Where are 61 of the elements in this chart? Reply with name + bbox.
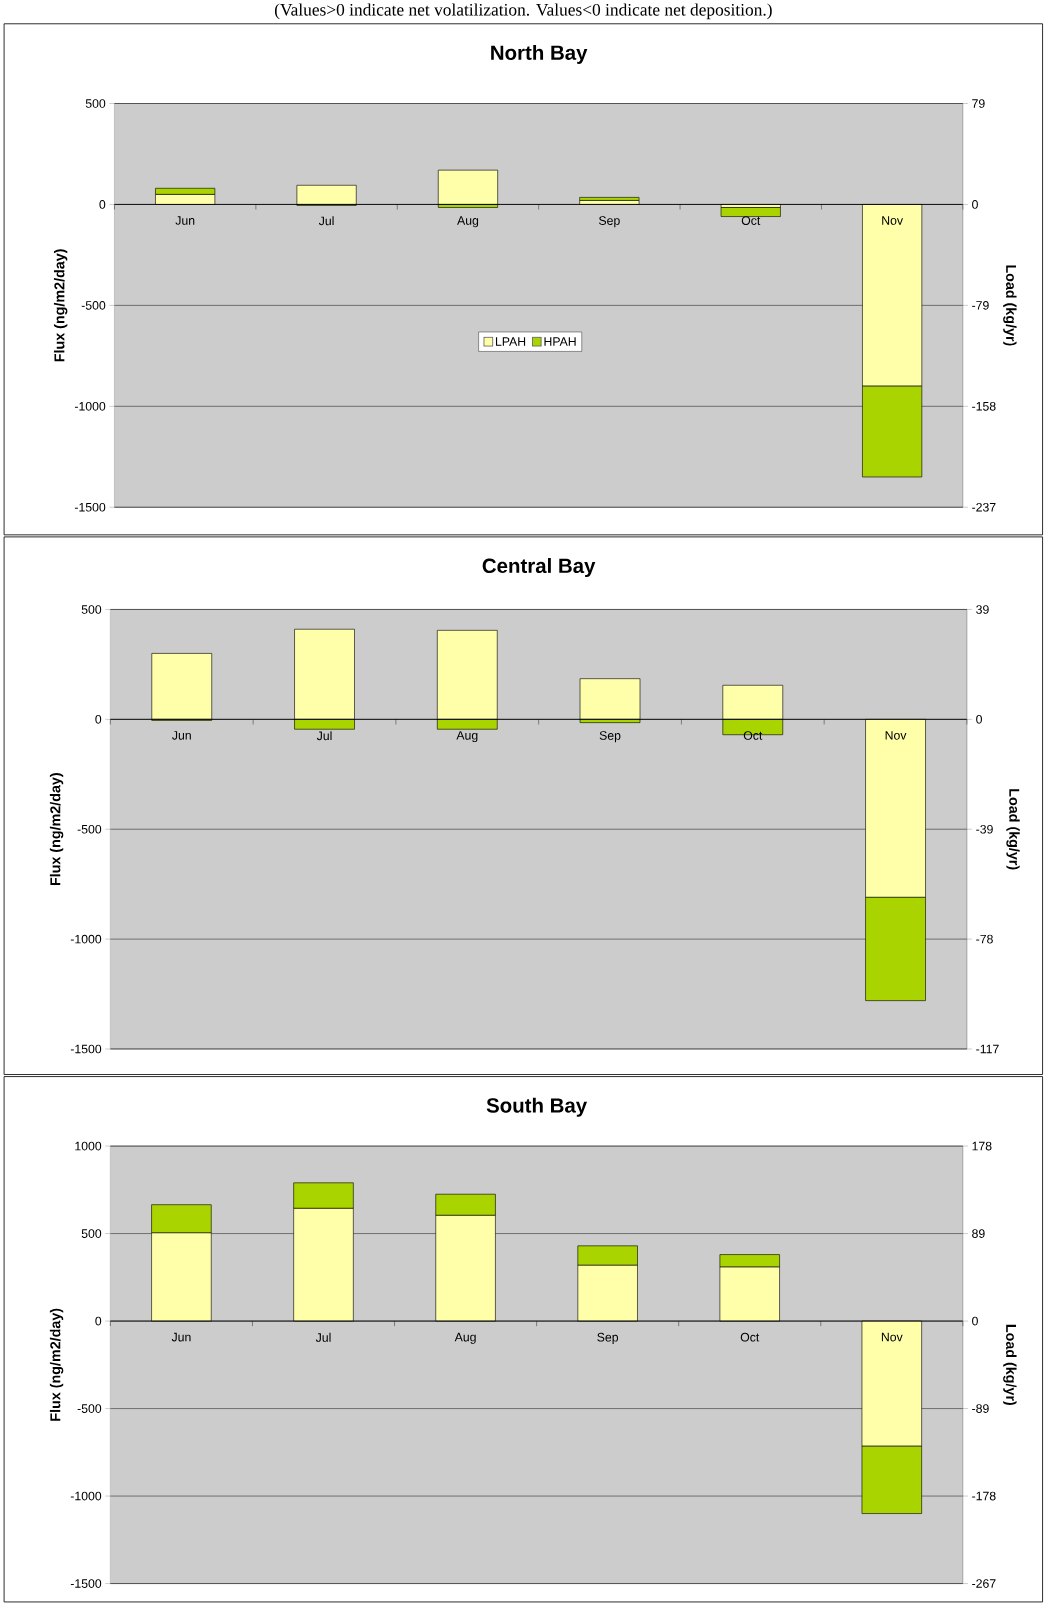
y2-tick-label: -158 [972, 401, 996, 411]
y2-tick-label: -89 [972, 1404, 989, 1413]
y-axis-title: Flux (ng/m2/day) [50, 773, 64, 886]
y-tick-label: -500 [81, 301, 106, 310]
x-tick-label: Nov [882, 1332, 903, 1342]
y2-tick-label: 79 [972, 99, 985, 108]
y-tick-label: 0 [99, 200, 106, 209]
y2-tick-label: 0 [972, 200, 979, 209]
text: (Values>0 indicate net volatilization. Values<0 indicate net deposition.) [275, 3, 772, 20]
y2-tick-label: -39 [976, 824, 993, 834]
x-tick-label: Aug [456, 731, 478, 743]
chart-title: South Bay [486, 1097, 588, 1117]
y2-tick-label: -237 [972, 502, 996, 512]
y2-tick-label: 39 [976, 605, 989, 614]
y2-tick-label: -267 [972, 1579, 996, 1588]
x-tick-label: Aug [454, 1332, 476, 1344]
x-tick-label: Jun [172, 731, 192, 740]
y2-axis-title: Load (kg/yr) [1003, 265, 1017, 346]
y2-tick-label: -117 [976, 1044, 999, 1054]
x-tick-label: Jul [319, 216, 334, 226]
y-tick-label: -1500 [71, 1579, 102, 1588]
x-tick-label: Sep [599, 731, 621, 743]
y-tick-label: -500 [77, 824, 102, 834]
x-tick-label: Sep [599, 216, 620, 228]
x-tick-label: Sep [597, 1332, 619, 1344]
y2-tick-label: -78 [976, 934, 994, 944]
x-tick-label: Oct [741, 216, 761, 225]
y-tick-label: 500 [81, 605, 102, 614]
y2-tick-label: -178 [972, 1491, 996, 1501]
y-tick-label: 500 [85, 99, 106, 108]
legend-label: HPAH [544, 337, 576, 346]
x-tick-label: Jul [317, 731, 332, 741]
y2-tick-label: 0 [976, 715, 983, 724]
y-tick-label: -1500 [75, 502, 106, 512]
x-tick-label: Jun [171, 1332, 191, 1342]
x-tick-label: Oct [740, 1332, 760, 1342]
x-tick-label: Jul [316, 1332, 331, 1342]
y2-axis-title: Load (kg/yr) [1003, 1324, 1017, 1406]
y2-tick-label: -79 [972, 301, 989, 310]
y-tick-label: 500 [81, 1229, 102, 1238]
y-tick-label: -1000 [71, 934, 102, 944]
y-tick-label: -1000 [75, 401, 106, 411]
x-tick-label: Aug [457, 216, 479, 228]
y-tick-label: 0 [95, 715, 102, 724]
y2-tick-label: 178 [972, 1141, 992, 1151]
legend-label: LPAH [496, 337, 526, 346]
y-tick-label: -500 [77, 1404, 102, 1413]
y-tick-label: 1000 [75, 1141, 102, 1151]
y2-tick-label: 0 [972, 1316, 979, 1326]
x-tick-label: Jun [175, 216, 195, 225]
y-axis-title: Flux (ng/m2/day) [54, 249, 68, 362]
chart-title: Central Bay [482, 558, 596, 578]
y-axis-title: Flux (ng/m2/day) [50, 1308, 64, 1421]
x-tick-label: Nov [882, 216, 904, 225]
y-tick-label: -1500 [71, 1044, 102, 1054]
y2-tick-label: 89 [972, 1229, 985, 1238]
y-tick-label: -1000 [71, 1491, 102, 1501]
x-tick-label: Nov [885, 731, 907, 740]
chart-title: North Bay [491, 44, 588, 64]
y-tick-label: 0 [95, 1316, 102, 1326]
y2-axis-title: Load (kg/yr) [1006, 789, 1020, 870]
